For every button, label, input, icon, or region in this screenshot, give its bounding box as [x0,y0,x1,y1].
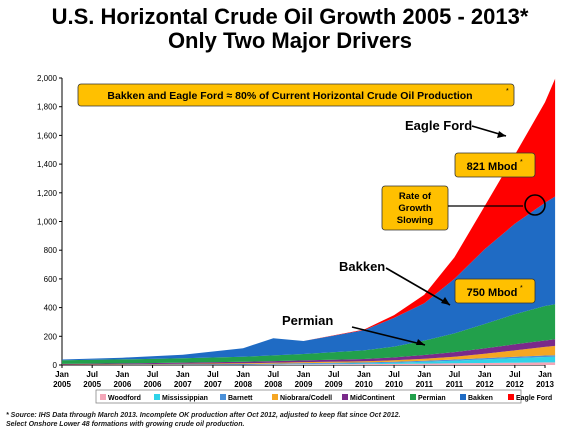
legend: Woodford Mississippian Barnett Niobrara/Cod… [95,389,552,404]
callout-eagle-value-star: * [520,159,523,166]
x-tick-label: Jul [147,370,159,379]
y-tick-label: 800 [44,246,58,255]
footnote-line2: Select Onshore Lower 48 formations with … [6,421,245,428]
callout-top-star: * [506,88,509,95]
callout-box-bakken-value [454,278,536,304]
legend-swatch [460,394,466,400]
callout-box-eagle-value [454,152,536,178]
x-tick-label: Jul [328,370,340,379]
legend-swatch [410,394,416,400]
x-tick-label: 2013 [536,380,554,389]
legend-entry: Eagle Ford [516,395,552,402]
annotation-bakken: Bakken [339,259,385,274]
arrowhead-permian [416,339,425,345]
legend-swatch [154,394,160,400]
arrow-line-permian [351,326,426,346]
x-tick-label: 2006 [113,380,131,389]
x-tick-label: 2008 [264,380,282,389]
legend-entry: MidContinent [350,395,395,402]
area-series-permian [62,304,556,364]
area-series-bakken [62,196,556,361]
x-tick-label: Jul [268,370,280,379]
x-tick-label: Jan [55,370,69,379]
callout-bakken-value-text: 750 Mbod [467,287,518,299]
x-tick-label: 2007 [174,380,192,389]
x-tick-label: Jul [509,370,521,379]
x-tick-label: Jan [297,370,311,379]
x-tick-label: 2006 [144,380,162,389]
chart-title-line2: Only Two Major Drivers [167,28,413,53]
x-tick-label: 2011 [416,380,434,389]
callout-growth-line2: Growth [398,203,431,214]
x-tick-label: Jan [357,370,371,379]
y-tick-label: 600 [44,275,58,284]
x-tick-label: 2010 [385,380,403,389]
x-tick-label: Jul [449,370,461,379]
legend-swatch [508,394,514,400]
footnote-line1: * Source: IHS Data through March 2013. I… [6,412,401,419]
callout-eagle-value-text: 821 Mbod [467,161,518,173]
x-tick-label: 2007 [204,380,222,389]
x-tick-label: Jan [236,370,250,379]
area-series-barnett [62,355,556,365]
x-tick-label: Jul [86,370,98,379]
arrow-line-bakken [385,267,451,306]
callout-growth-line3: Slowing [397,215,434,226]
area-series-eagle-ford [62,78,556,360]
area-series-niobrara-codell [62,345,556,365]
arrowhead-bakken [441,297,450,305]
callout-top-text: Bakken and Eagle Ford ≈ 80% of Current H… [107,90,472,102]
legend-swatch [272,394,278,400]
area-series-woodford [62,362,556,365]
y-tick-label: 0 [53,361,58,370]
x-tick-label: Jul [388,370,400,379]
y-tick-label: 1,000 [37,218,58,227]
y-tick-label: 1,800 [37,103,58,112]
x-tick-label: 2005 [53,380,71,389]
x-tick-label: Jan [478,370,492,379]
legend-entry: Barnett [228,395,253,402]
x-tick-label: 2012 [476,380,494,389]
x-tick-label: Jan [417,370,431,379]
y-tick-label: 2,000 [37,74,58,83]
area-series-midcontinent [62,339,556,365]
chart-title-line1: U.S. Horizontal Crude Oil Growth 2005 - … [51,4,529,29]
x-tick-label: 2011 [446,380,464,389]
y-tick-label: 1,600 [37,131,58,140]
x-tick-label: 2009 [295,380,313,389]
callout-box-top [77,83,515,107]
legend-entry: Niobrara/Codell [280,395,332,402]
annotation-eagle-ford: Eagle Ford [405,118,472,133]
legend-swatch [342,394,348,400]
growth-highlight-circle [524,194,546,216]
x-tick-label: Jan [176,370,190,379]
legend-entry: Bakken [468,395,493,402]
x-tick-label: Jul [207,370,219,379]
x-tick-label: Jan [538,370,552,379]
x-tick-label: Jan [115,370,129,379]
x-tick-label: 2008 [234,380,252,389]
callout-growth-line1: Rate of [399,191,432,202]
x-tick-label: 2009 [325,380,343,389]
y-tick-label: 200 [44,332,58,341]
x-tick-label: 2012 [506,380,524,389]
area-series-mississippian [62,356,556,365]
legend-entry: Permian [418,395,446,402]
callout-bakken-value-star: * [520,285,523,292]
y-tick-label: 1,400 [37,160,58,169]
arrowhead-eagle-ford [497,131,506,138]
legend-entry: Woodford [108,395,141,402]
legend-swatch [220,394,226,400]
legend-swatch [100,394,106,400]
legend-entry: Mississippian [162,395,208,402]
annotation-permian: Permian [282,313,333,328]
callout-box-growth [381,185,449,231]
x-tick-label: 2005 [83,380,101,389]
y-tick-label: 1,200 [37,189,58,198]
y-tick-label: 400 [44,304,58,313]
x-tick-label: 2010 [355,380,373,389]
